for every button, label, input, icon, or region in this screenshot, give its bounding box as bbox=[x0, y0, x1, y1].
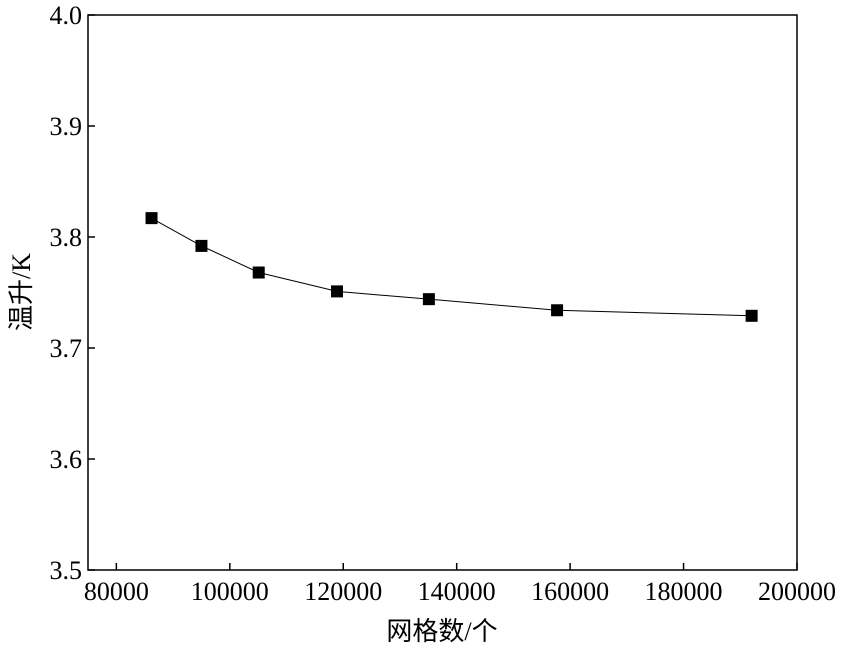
data-point bbox=[195, 239, 208, 252]
x-axis-label: 网格数/个 bbox=[386, 617, 497, 646]
y-axis-label: 温升/K bbox=[7, 253, 36, 331]
series-line bbox=[151, 217, 752, 317]
y-tick-label: 3.6 bbox=[50, 445, 83, 474]
plot-frame bbox=[87, 14, 798, 571]
x-tick-label: 200000 bbox=[758, 577, 836, 606]
x-tick-label: 140000 bbox=[418, 577, 496, 606]
x-tick-label: 120000 bbox=[304, 577, 382, 606]
data-point bbox=[252, 266, 265, 279]
y-tick-label: 3.9 bbox=[50, 112, 83, 141]
data-point bbox=[551, 304, 564, 317]
y-tick-label: 4.0 bbox=[50, 1, 83, 30]
y-tick-label: 3.5 bbox=[50, 556, 83, 585]
data-point bbox=[331, 285, 344, 298]
x-tick-label: 160000 bbox=[531, 577, 609, 606]
y-tick-label: 3.7 bbox=[50, 334, 83, 363]
x-tick-label: 100000 bbox=[191, 577, 269, 606]
y-tick-label: 3.8 bbox=[50, 223, 83, 252]
data-point bbox=[745, 309, 758, 322]
x-tick-label: 80000 bbox=[84, 577, 149, 606]
data-point bbox=[422, 293, 435, 306]
x-tick-label: 180000 bbox=[645, 577, 723, 606]
data-point bbox=[145, 212, 158, 225]
